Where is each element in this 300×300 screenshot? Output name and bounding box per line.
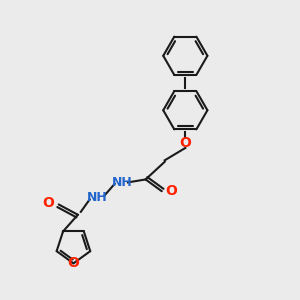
Text: O: O — [165, 184, 177, 198]
Text: O: O — [179, 136, 191, 150]
Text: O: O — [42, 196, 54, 210]
Text: O: O — [68, 256, 80, 270]
Text: NH: NH — [87, 190, 107, 204]
Text: NH: NH — [112, 176, 132, 189]
